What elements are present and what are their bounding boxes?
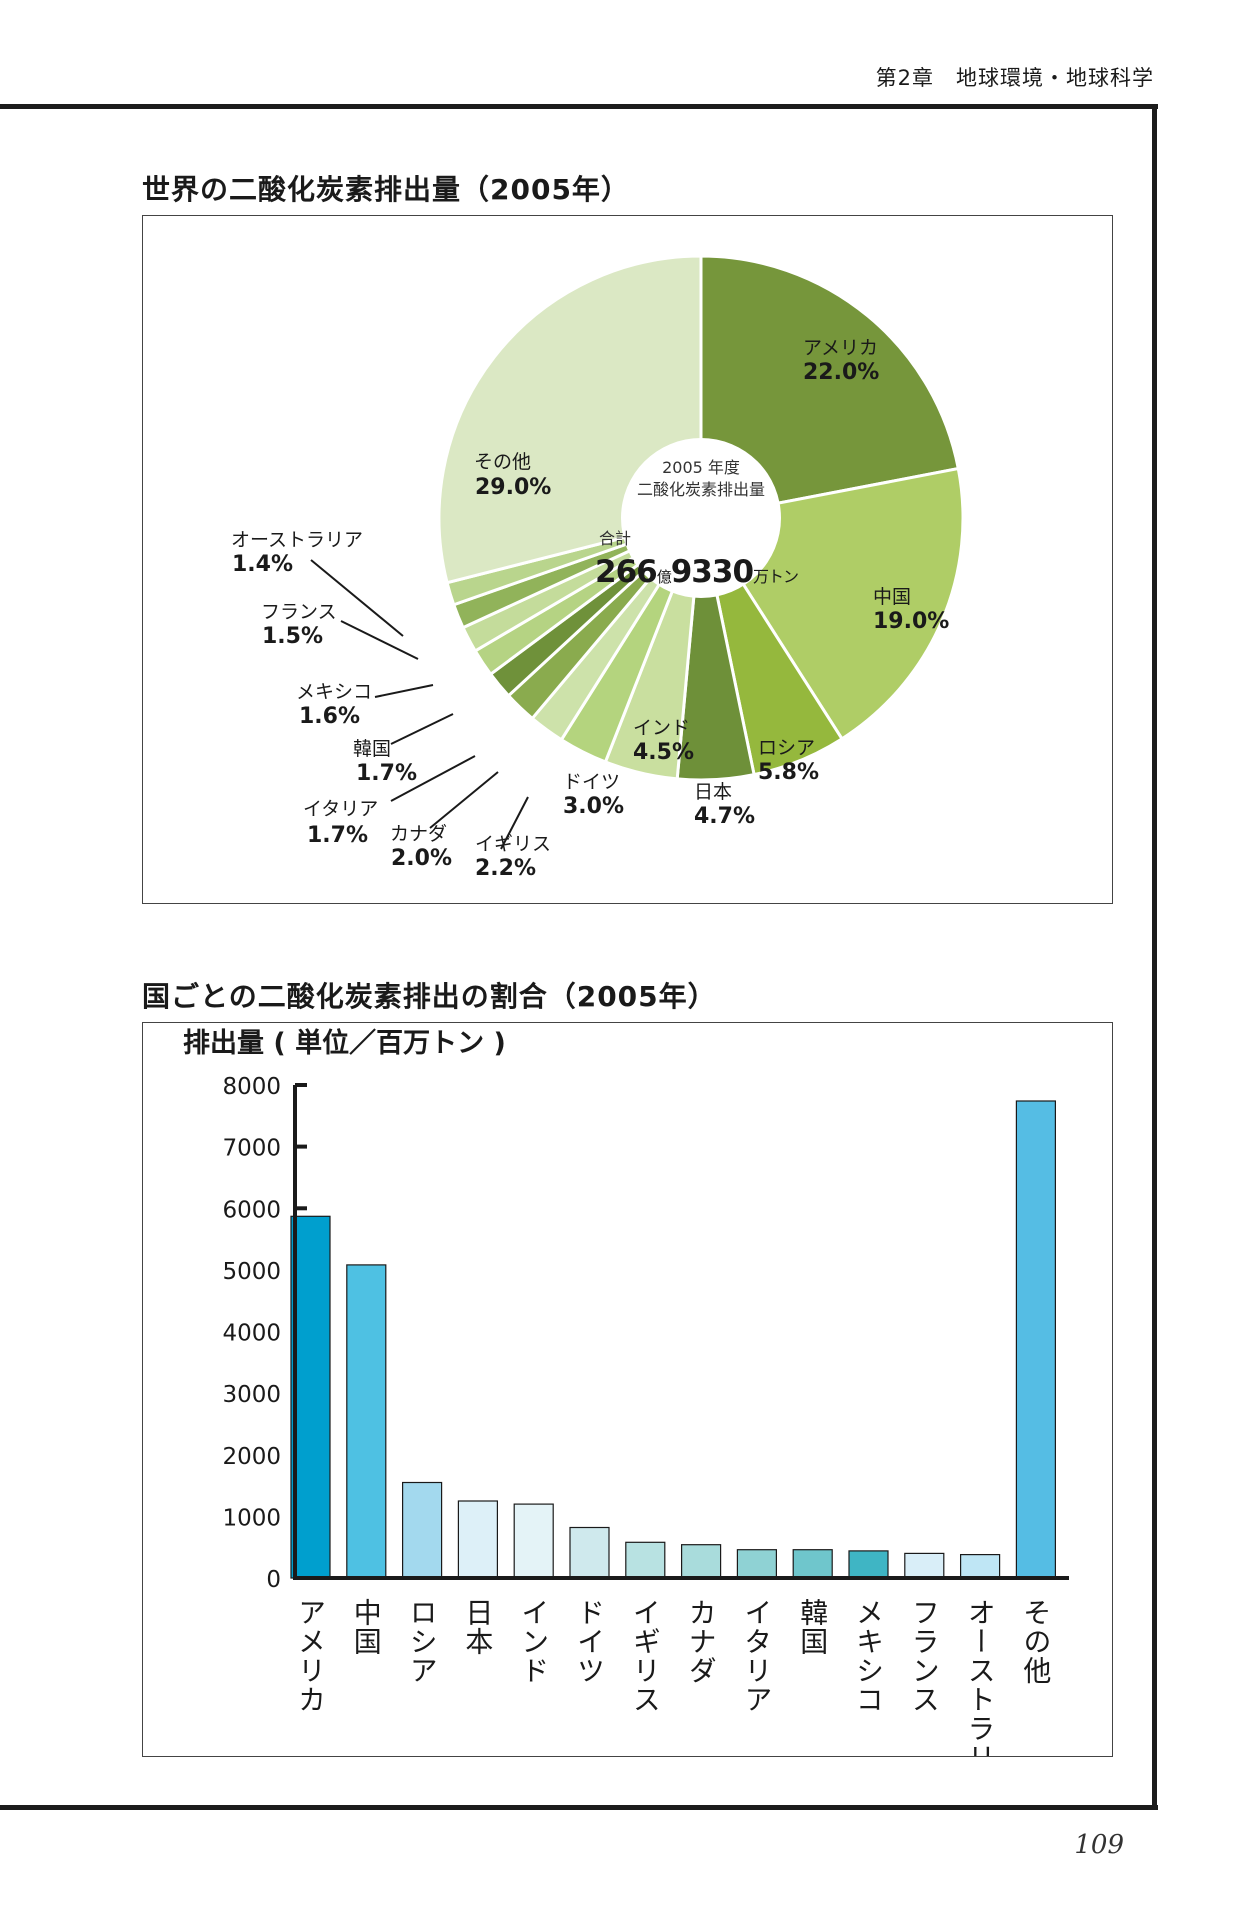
pie-label-korea: 韓国 bbox=[353, 738, 391, 760]
pie-slice-america bbox=[699, 254, 961, 520]
bar-india bbox=[513, 1503, 554, 1579]
pie-leader-australia bbox=[310, 559, 404, 637]
pie-value-america: 22.0% bbox=[803, 360, 879, 385]
pie-leader-mexico bbox=[374, 684, 434, 698]
pie-value-china: 19.0% bbox=[873, 609, 949, 634]
pie-chart-title: 世界の二酸化炭素排出量（2005年） bbox=[142, 173, 630, 206]
pie-center-hole bbox=[621, 438, 781, 598]
bar-japan bbox=[457, 1500, 498, 1579]
pie-value-india: 4.5% bbox=[633, 740, 694, 765]
bar-mexico bbox=[848, 1550, 889, 1579]
pie-label-uk: イギリス bbox=[475, 833, 551, 855]
pie-total-man-unit: 万トン bbox=[753, 567, 798, 586]
bar-ytick-label-7000: 7000 bbox=[222, 1136, 281, 1162]
frame-bottom-border bbox=[0, 1805, 1158, 1810]
pie-total-oku: 266 bbox=[595, 554, 657, 590]
pie-label-other: その他 bbox=[474, 451, 531, 473]
pie-value-uk: 2.2% bbox=[475, 856, 536, 881]
pie-value-france: 1.5% bbox=[262, 624, 323, 649]
bar-australia bbox=[959, 1553, 1001, 1579]
bar-category-germany: ドイツ bbox=[573, 1598, 606, 1685]
bar-category-india: インド bbox=[517, 1598, 550, 1685]
bar-ytick-label-5000: 5000 bbox=[222, 1259, 281, 1285]
bar-category-uk: イギリス bbox=[629, 1598, 662, 1714]
frame-right-border bbox=[1152, 104, 1157, 1809]
bar-chart: 排出量 ( 単位／百万トン ) 0 1000 2000 3000 4000 5000 600… bbox=[183, 1027, 1069, 1801]
bar-ytick-label-2000: 2000 bbox=[222, 1444, 281, 1470]
pie-value-australia: 1.4% bbox=[232, 552, 293, 577]
bar-uk bbox=[625, 1541, 666, 1579]
pie-center-total: 266億9330万トン bbox=[595, 554, 798, 590]
bar-other bbox=[1015, 1100, 1057, 1579]
bar-category-russia: ロシア bbox=[406, 1598, 439, 1685]
bar-category-mexico: メキシコ bbox=[852, 1598, 885, 1714]
pie-leader-uk bbox=[500, 796, 529, 850]
bar-china bbox=[346, 1264, 387, 1579]
bar-ytick-label-4000: 4000 bbox=[222, 1321, 281, 1347]
bar-chart-title: 国ごとの二酸化炭素排出の割合（2005年） bbox=[142, 980, 717, 1013]
pie-value-germany: 3.0% bbox=[563, 794, 624, 819]
pie-label-america: アメリカ bbox=[803, 337, 878, 359]
pie-label-india: インド bbox=[633, 717, 690, 739]
pie-label-japan: 日本 bbox=[694, 781, 732, 803]
pie-leader-canada bbox=[429, 771, 499, 829]
pie-label-china: 中国 bbox=[873, 586, 911, 608]
pie-chart-panel: アメリカ 22.0% 中国 19.0% ロシア 5.8% 日本 4.7% インド 4.5% ドイツ 3… bbox=[142, 215, 1113, 904]
bar-category-other: その他 bbox=[1019, 1598, 1052, 1685]
bar-category-japan: 日本 bbox=[461, 1598, 494, 1656]
bar-ytick-label-3000: 3000 bbox=[222, 1382, 281, 1408]
bar-ylabel: 排出量 ( 単位／百万トン ) bbox=[183, 1027, 506, 1059]
bar-category-korea: 韓国 bbox=[796, 1598, 829, 1656]
pie-label-germany: ドイツ bbox=[563, 771, 620, 793]
pie-value-japan: 4.7% bbox=[694, 804, 755, 829]
bar-category-america: アメリカ bbox=[294, 1598, 327, 1714]
bar-canada bbox=[680, 1544, 722, 1579]
pie-label-canada: カナダ bbox=[390, 823, 447, 845]
bar-ytick-label-8000: 8000 bbox=[222, 1074, 281, 1100]
pie-center-total-label: 合計 bbox=[599, 529, 631, 548]
pie-label-australia: オーストラリア bbox=[231, 529, 363, 551]
pie-center-line1: 2005 年度 bbox=[662, 458, 740, 477]
pie-label-france: フランス bbox=[261, 601, 337, 623]
bar-category-france: フランス bbox=[908, 1598, 941, 1714]
bar-ytick-label-0: 0 bbox=[266, 1567, 281, 1593]
bar-korea bbox=[792, 1549, 833, 1579]
pie-leader-korea bbox=[390, 713, 454, 745]
pie-total-oku-unit: 億 bbox=[657, 568, 672, 586]
pie-value-russia: 5.8% bbox=[758, 760, 819, 785]
pie-total-man: 9330 bbox=[671, 554, 754, 590]
pie-value-other: 29.0% bbox=[475, 475, 551, 500]
frame-top-border bbox=[0, 104, 1158, 109]
bar-category-canada: カナダ bbox=[685, 1598, 718, 1685]
pie-value-italy: 1.7% bbox=[307, 823, 368, 848]
bar-america bbox=[290, 1215, 331, 1579]
pie-value-korea: 1.7% bbox=[356, 761, 417, 786]
pie-label-italy: イタリア bbox=[303, 798, 378, 820]
bar-ytick-label-6000: 6000 bbox=[222, 1197, 281, 1223]
bar-italy bbox=[736, 1549, 778, 1579]
bar-france bbox=[904, 1552, 945, 1579]
pie-value-mexico: 1.6% bbox=[299, 704, 360, 729]
bar-ytick-label-1000: 1000 bbox=[222, 1505, 281, 1531]
bar-chart-panel: 排出量 ( 単位／百万トン ) 0 1000 2000 3000 4000 5000 600… bbox=[142, 1022, 1113, 1801]
pie-label-russia: ロシア bbox=[758, 737, 815, 759]
pie-center-line2: 二酸化炭素排出量 bbox=[637, 480, 765, 499]
bar-germany bbox=[569, 1526, 610, 1579]
pie-leader-italy bbox=[390, 755, 476, 802]
pie-leader-france bbox=[340, 620, 419, 660]
bar-russia bbox=[402, 1481, 443, 1579]
bar-category-china: 中国 bbox=[350, 1598, 383, 1656]
page-number: 109 bbox=[1074, 1830, 1124, 1860]
pie-label-mexico: メキシコ bbox=[296, 681, 372, 703]
bar-category-australia: オーストラリア bbox=[964, 1598, 997, 1756]
chapter-header: 第2章 地球環境・地球科学 bbox=[875, 66, 1154, 90]
pie-value-canada: 2.0% bbox=[391, 846, 452, 871]
bar-category-italy: イタリア bbox=[740, 1598, 773, 1714]
